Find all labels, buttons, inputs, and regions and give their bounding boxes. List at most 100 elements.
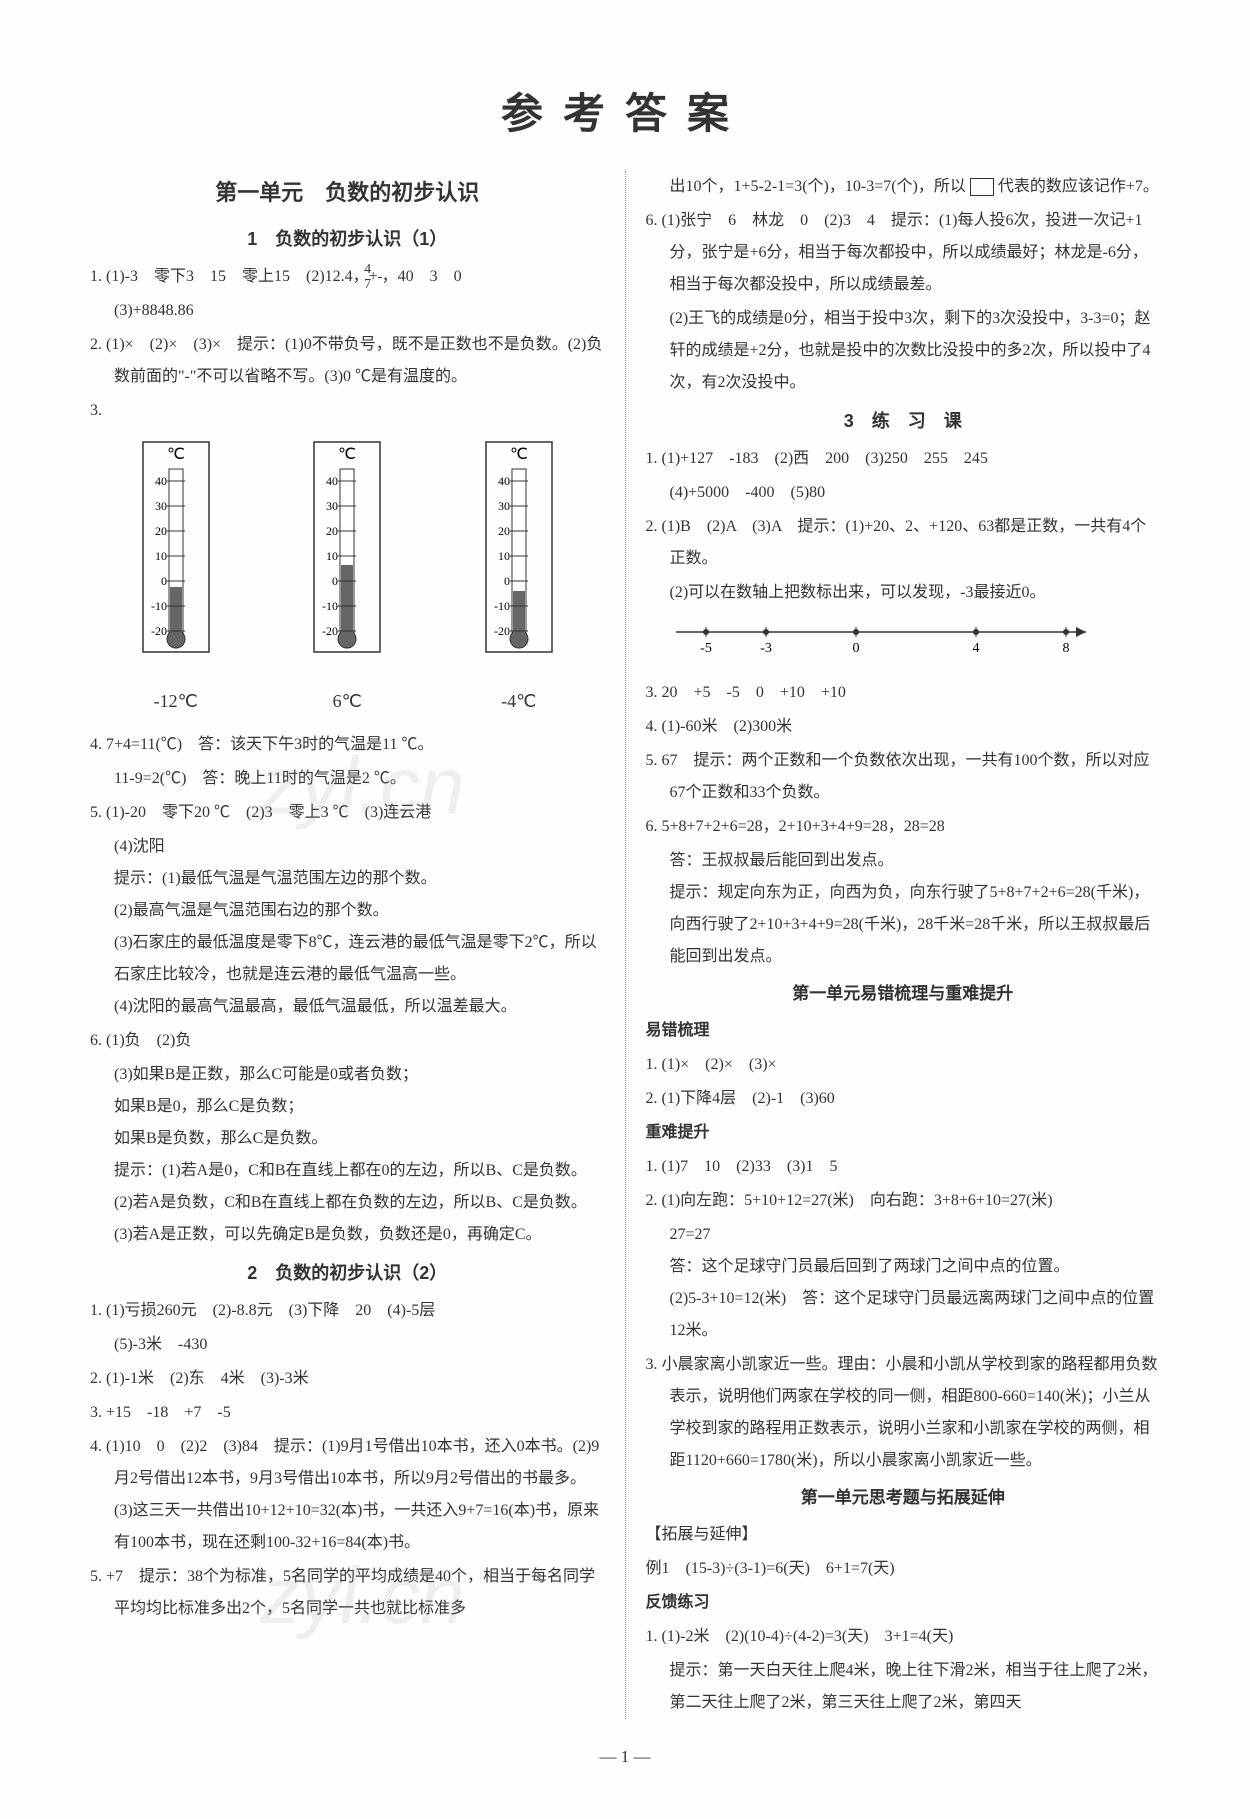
hint-text: 提示：第一天白天往上爬4米，晚上往下滑2米，相当于往上爬了2米，第二天往上爬了2… [646,1655,1161,1719]
answer-item: 27=27 [646,1219,1161,1251]
answer-item: 6. 5+8+7+2+6=28，2+10+3+4+9=28，28=28 [646,811,1161,843]
sub-title: 第一单元思考题与拓展延伸 [646,1481,1161,1515]
svg-text:40: 40 [326,474,338,488]
answer-item: 1. (1)亏损260元 (2)-8.8元 (3)下降 20 (4)-5层 [90,1295,605,1327]
section-label: 【拓展与延伸】 [646,1519,1161,1551]
thermometers: ℃ 40 30 20 10 0 -10 -20 -12℃ [90,437,605,719]
column-divider [625,171,626,1719]
svg-text:0: 0 [852,641,859,656]
answer-item: 2. (1)× (2)× (3)× 提示：(1)0不带负号，既不是正数也不是负数… [90,329,605,393]
text: ，40 3 0 [382,268,462,285]
answer-item: 如果B是0，那么C是负数； [90,1091,605,1123]
hint-text: (2)最高气温是气温范围右边的那个数。 [90,895,605,927]
svg-text:-10: -10 [151,599,167,613]
answer-item: 1. (1)× (2)× (3)× [646,1049,1161,1081]
svg-text:℃: ℃ [338,446,356,463]
answer-item: (2)王飞的成绩是0分，相当于投中3次，剩下的3次没投中，3-3=0；赵轩的成绩… [646,303,1161,399]
hint-text: (2)若A是负数，C和B在直线上都在负数的左边，所以B、C是负数。 [90,1187,605,1219]
thermometer: ℃ 40 30 20 10 0 -10 -20 6℃ [302,437,392,719]
answer-item: (2)可以在数轴上把数标出来，可以发现，-3最接近0。 [646,577,1161,609]
hint-text: 提示：(1)最低气温是气温范围左边的那个数。 [90,863,605,895]
svg-text:10: 10 [326,549,338,563]
text: 1. (1)-3 零下3 15 零上15 (2)12.4，+ [90,268,378,285]
answer-item: 2. (1)B (2)A (3)A 提示：(1)+20、2、+120、63都是正… [646,511,1161,575]
answer-item: 5. +7 提示：38个为标准，5名同学的平均成绩是40个，相当于每名同学平均均… [90,1561,605,1625]
hint-text: (3)石家庄的最低温度是零下8℃，连云港的最低气温是零下2℃，所以石家庄比较冷，… [90,927,605,991]
svg-text:8: 8 [1062,641,1069,656]
answer-item: 如果B是负数，那么C是负数。 [90,1123,605,1155]
answer-item: 1. (1)+127 -183 (2)西 200 (3)250 255 245 [646,443,1161,475]
answer-item: 4. (1)10 0 (2)2 (3)84 提示：(1)9月1号借出10本书，还… [90,1431,605,1559]
answer-item: 11-9=2(℃) 答：晚上11时的气温是2 ℃。 [90,763,605,795]
answer-item: 6. (1)负 (2)负 [90,1025,605,1057]
section-label: 易错梳理 [646,1015,1161,1047]
main-title: 参考答案 [90,80,1160,141]
svg-text:20: 20 [498,524,510,538]
answer-item: (4)沈阳 [90,831,605,863]
section-label: 反馈练习 [646,1587,1161,1619]
hint-text: 提示：(1)若A是0，C和B在直线上都在0的左边，所以B、C是负数。 [90,1155,605,1187]
sub-title: 第一单元易错梳理与重难提升 [646,977,1161,1011]
page-number: — 1 — [90,1747,1160,1767]
svg-text:4: 4 [972,641,979,656]
thermometer: ℃ 40 30 20 10 0 -10 -20 -4℃ [474,437,564,719]
text: 出10个，1+5-2-1=3(个)，10-3=7(个)，所以 [670,178,966,195]
svg-text:0: 0 [332,574,338,588]
svg-text:30: 30 [498,499,510,513]
hint-text: (4)沈阳的最高气温最高，最低气温最低，所以温差最大。 [90,991,605,1023]
answer-item: 2. (1)-1米 (2)东 4米 (3)-3米 [90,1363,605,1395]
svg-text:℃: ℃ [510,446,528,463]
svg-text:20: 20 [155,524,167,538]
svg-text:40: 40 [498,474,510,488]
answer-item: 4. (1)-60米 (2)300米 [646,711,1161,743]
answer-item: (5)-3米 -430 [90,1329,605,1361]
answer-item: 1. (1)-3 零下3 15 零上15 (2)12.4，+47，40 3 0 [90,261,605,293]
thermometer: ℃ 40 30 20 10 0 -10 -20 -12℃ [131,437,221,719]
answer-item: 3. +15 -18 +7 -5 [90,1397,605,1429]
thermo-label: 6℃ [302,683,392,719]
svg-text:40: 40 [155,474,167,488]
svg-text:℃: ℃ [167,446,185,463]
answer-item: (2)5-3+10=12(米) 答：这个足球守门员最远离两球门之间中点的位置12… [646,1283,1161,1347]
answer-item: 答：这个足球守门员最后回到了两球门之间中点的位置。 [646,1251,1161,1283]
section-title: 3 练 习 课 [646,403,1161,439]
thermometer-svg: ℃ 40 30 20 10 0 -10 -20 [474,437,564,667]
answer-item: (4)+5000 -400 (5)80 [646,477,1161,509]
text: 3. [90,402,102,419]
left-column: 第一单元 负数的初步认识 1 负数的初步认识（1） 1. (1)-3 零下3 1… [90,171,605,1719]
answer-item: 4. 7+4=11(℃) 答：该天下午3时的气温是11 ℃。 [90,729,605,761]
section-title: 1 负数的初步认识（1） [90,221,605,257]
svg-text:0: 0 [504,574,510,588]
hint-text: 提示：规定向东为正，向西为负，向东行驶了5+8+7+2+6=28(千米)，向西行… [646,877,1161,973]
thermometer-svg: ℃ 40 30 20 10 0 -10 -20 [131,437,221,667]
answer-item: 1. (1)7 10 (2)33 (3)1 5 [646,1151,1161,1183]
answer-item: 5. (1)-20 零下20 ℃ (2)3 零上3 ℃ (3)连云港 [90,797,605,829]
answer-item: 2. (1)下降4层 (2)-1 (3)60 [646,1083,1161,1115]
answer-item: 3. 小晨家离小凯家近一些。理由：小晨和小凯从学校到家的路程都用负数表示，说明他… [646,1349,1161,1477]
svg-text:-20: -20 [494,624,510,638]
section-title: 2 负数的初步认识（2） [90,1255,605,1291]
hint-text: (3)若A是正数，可以先确定B是负数，负数还是0，再确定C。 [90,1219,605,1251]
svg-text:-20: -20 [151,624,167,638]
answer-item: 答：王叔叔最后能回到出发点。 [646,845,1161,877]
svg-text:-10: -10 [494,599,510,613]
svg-text:10: 10 [498,549,510,563]
answer-item: 1. (1)-2米 (2)(10-4)÷(4-2)=3(天) 3+1=4(天) [646,1621,1161,1653]
answer-item: 出10个，1+5-2-1=3(个)，10-3=7(个)，所以 代表的数应该记作+… [646,171,1161,203]
answer-item: (3)如果B是正数，那么C可能是0或者负数； [90,1059,605,1091]
thermo-label: -4℃ [474,683,564,719]
answer-item: 5. 67 提示：两个正数和一个负数依次出现，一共有100个数，所以对应67个正… [646,745,1161,809]
q3-container: 3. ℃ 40 30 20 10 0 -10 -20 [90,395,605,719]
right-column: 出10个，1+5-2-1=3(个)，10-3=7(个)，所以 代表的数应该记作+… [646,171,1161,1719]
svg-text:30: 30 [155,499,167,513]
answer-item: 例1 (15-3)÷(3-1)=6(天) 6+1=7(天) [646,1553,1161,1585]
blank-box [970,178,994,196]
svg-text:-5: -5 [700,641,712,656]
thermo-label: -12℃ [131,683,221,719]
answer-item: 2. (1)向左跑：5+10+12=27(米) 向右跑：3+8+6+10=27(… [646,1185,1161,1217]
svg-text:30: 30 [326,499,338,513]
svg-text:-10: -10 [322,599,338,613]
answer-item: (3)+8848.86 [90,295,605,327]
answer-item: 6. (1)张宁 6 林龙 0 (2)3 4 提示：(1)每人投6次，投进一次记… [646,205,1161,301]
svg-text:0: 0 [161,574,167,588]
